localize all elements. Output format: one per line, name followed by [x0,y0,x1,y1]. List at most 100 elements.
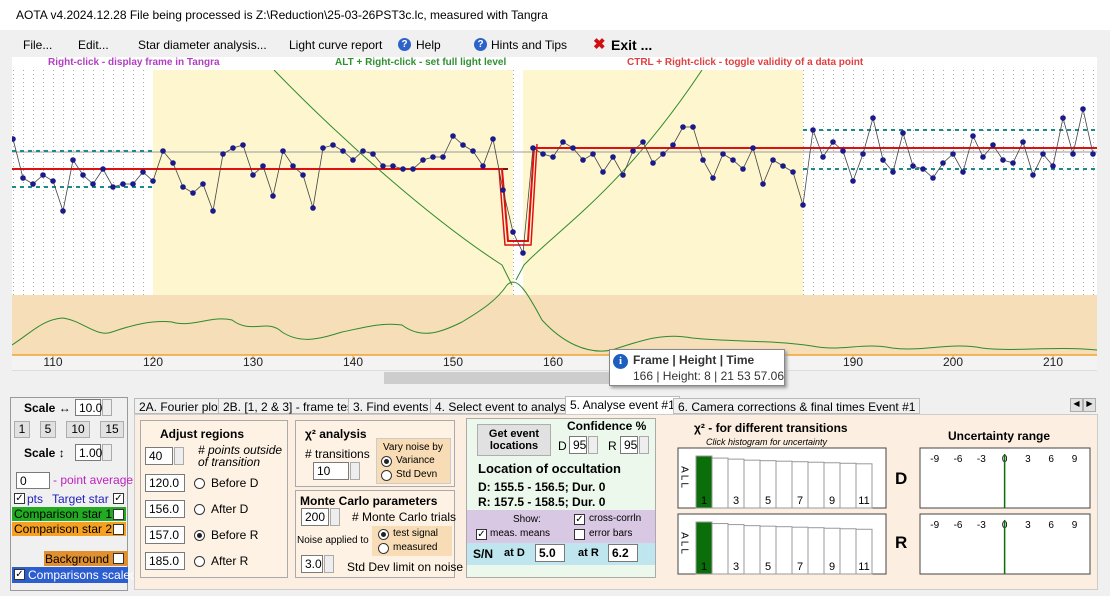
swatch [12,567,128,583]
label: S/N [473,547,494,561]
data-point [650,160,656,166]
data-point [890,169,896,175]
exit-icon: ✖ [593,36,606,53]
data-point [320,145,326,151]
spinner[interactable] [102,444,112,461]
data-point [290,163,296,169]
data-point [100,166,106,172]
data-point [740,166,746,172]
button[interactable]: Get event locations [477,424,551,456]
radio[interactable] [194,530,205,541]
checkbox[interactable] [113,553,124,564]
checkbox[interactable]: ✓ [14,569,25,580]
label: Before R [211,528,259,542]
input[interactable]: 156.0 [145,500,185,518]
checkbox[interactable] [113,524,124,535]
menu-item[interactable]: Hints and Tips [491,38,568,52]
radio[interactable] [381,456,392,467]
window-title: AOTA v4.2024.12.28 File being processed … [16,8,548,22]
hint: ALT + Right-click - set full light level [335,57,507,68]
x-tick-label: 210 [1043,355,1063,369]
radio[interactable] [194,556,205,567]
menu-item[interactable]: File... [23,38,53,52]
data-point [900,130,906,136]
radio[interactable] [194,478,205,489]
data-point [420,157,426,163]
hist-label: 11 [858,495,869,507]
data-point [80,172,86,178]
data-point [250,172,256,178]
input[interactable]: 120.0 [145,474,185,492]
data-point [70,157,76,163]
input[interactable]: 200 [301,508,329,526]
data-point [340,148,346,154]
fit-line [12,147,1097,242]
button[interactable]: 1 [14,421,30,438]
spinner[interactable] [350,462,360,480]
checkbox[interactable]: ✓ [113,493,124,504]
data-point [350,157,356,163]
tab-scroll[interactable]: ▶ [1083,398,1096,412]
data-point [680,124,686,130]
spinner[interactable] [639,436,649,454]
menu-item[interactable]: Light curve report [289,38,383,52]
radio[interactable] [381,470,392,481]
input[interactable]: 3.0 [301,555,323,573]
spinner[interactable] [174,447,184,465]
input[interactable]: 1.00 [75,444,102,461]
input[interactable]: 185.0 [145,552,185,570]
hist-label: 9 [829,561,835,573]
data-point [860,151,866,157]
label: cross-corrln [589,513,642,524]
menu-item[interactable]: Edit... [78,38,109,52]
tab-scroll[interactable]: ◀ [1070,398,1083,412]
spinner[interactable] [588,436,598,454]
data-point [12,136,16,142]
data-point [1070,151,1076,157]
panel-title: χ² analysis [305,427,367,441]
checkbox[interactable]: ✓ [14,493,25,504]
checkbox[interactable] [574,529,585,540]
spinner[interactable] [102,399,112,416]
button[interactable]: 10 [66,421,90,438]
button[interactable]: 15 [100,421,124,438]
spinner[interactable] [324,555,334,573]
input[interactable]: 40 [145,447,173,465]
input[interactable]: 95 [569,436,587,454]
label: Background [45,552,110,566]
tooltip [609,349,785,386]
input[interactable]: 95 [620,436,638,454]
radio[interactable] [194,504,205,515]
menu-item[interactable]: Exit ... [611,37,653,53]
tab[interactable]: 2B. [1, 2 & 3] - frame test [218,398,362,414]
data-point [720,151,726,157]
hist-label: 1 [701,495,707,507]
panel-title: Adjust regions [160,427,245,441]
input[interactable]: 10 [313,462,349,480]
tab[interactable]: 3. Find events [348,398,434,414]
tab[interactable]: 2A. Fourier plot [134,398,227,414]
dropdown[interactable]: 0 [16,472,50,489]
radio[interactable] [378,543,389,554]
checkbox[interactable]: ✓ [476,529,487,540]
menu-item[interactable]: Star diameter analysis... [138,38,267,52]
uncertainty-title: Uncertainty range [948,429,1051,443]
menu-item[interactable]: Help [416,38,441,52]
data-point [370,151,376,157]
checkbox[interactable]: ✓ [574,514,585,525]
input[interactable]: 157.0 [145,526,185,544]
checkbox[interactable] [113,509,124,520]
input[interactable]: 10.0 [75,399,102,416]
light-curve-plot[interactable]: 110120130140150160170180190200210 [12,70,1097,370]
tab[interactable]: 6. Camera corrections & final times Even… [673,398,921,414]
hint: CTRL + Right-click - toggle validity of … [627,57,864,68]
tab-active[interactable]: 5. Analyse event #1 [565,396,680,415]
spinner[interactable] [330,508,340,526]
data-point [570,145,576,151]
data-point [530,145,536,151]
radio[interactable] [378,529,389,540]
button[interactable]: 5 [40,421,56,438]
tab[interactable]: 4. Select event to analyse [430,398,578,414]
